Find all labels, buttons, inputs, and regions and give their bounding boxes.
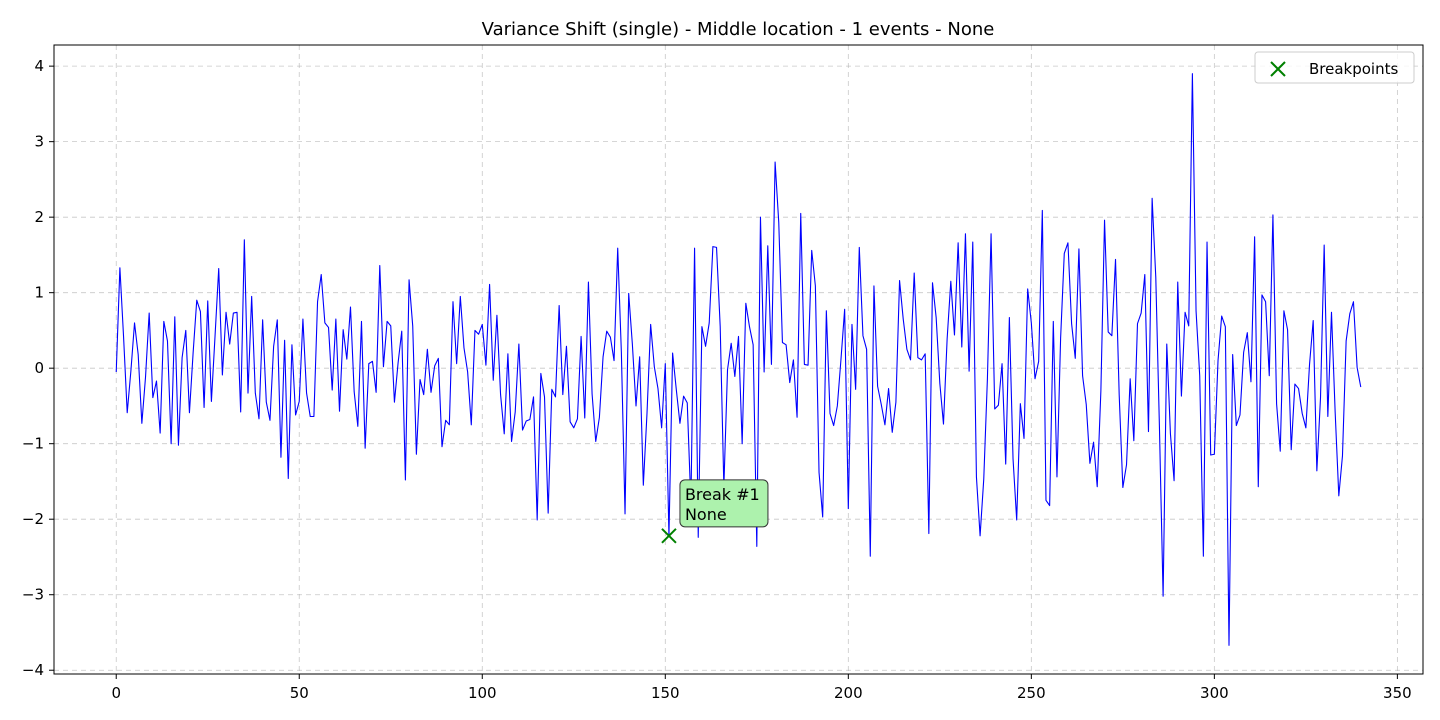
legend-box bbox=[1254, 51, 1415, 84]
chart-title: Variance Shift (single) - Middle locatio… bbox=[482, 19, 995, 40]
y-tick-label: −1 bbox=[22, 435, 44, 453]
x-tick-label: 150 bbox=[651, 684, 680, 702]
legend-label: Breakpoints bbox=[1309, 60, 1398, 78]
plot-frame bbox=[53, 44, 1424, 675]
breakpoint-annotation-value: None bbox=[685, 505, 727, 524]
x-tick-label: 100 bbox=[468, 684, 497, 702]
y-tick-label: −3 bbox=[22, 586, 44, 604]
x-tick-label: 50 bbox=[290, 684, 309, 702]
x-tick-label: 250 bbox=[1017, 684, 1046, 702]
breakpoint-marker bbox=[661, 528, 677, 544]
y-tick-label: 3 bbox=[34, 133, 44, 151]
x-tick-label: 0 bbox=[111, 684, 121, 702]
x-tick-label: 350 bbox=[1383, 684, 1412, 702]
breakpoint-annotation-box bbox=[679, 479, 769, 528]
y-tick-label: −2 bbox=[22, 510, 44, 528]
x-tick-label: 300 bbox=[1200, 684, 1229, 702]
breakpoint-marker-icon bbox=[1270, 61, 1286, 77]
y-axis: −4 −3 −2 −1 0 1 2 3 4 bbox=[22, 57, 54, 679]
y-tick-label: 4 bbox=[34, 57, 44, 75]
x-axis: 0 50 100 150 200 250 300 350 bbox=[111, 674, 1412, 702]
y-tick-label: 1 bbox=[34, 284, 44, 302]
legend: Breakpoints bbox=[1254, 51, 1415, 84]
y-tick-label: 0 bbox=[34, 359, 44, 377]
x-tick-label: 200 bbox=[834, 684, 863, 702]
series-line bbox=[115, 73, 1362, 646]
y-tick-label: −4 bbox=[22, 661, 44, 679]
series-group bbox=[115, 73, 1362, 646]
breakpoint-annotation-title: Break #1 bbox=[685, 485, 760, 504]
y-tick-label: 2 bbox=[34, 208, 44, 226]
